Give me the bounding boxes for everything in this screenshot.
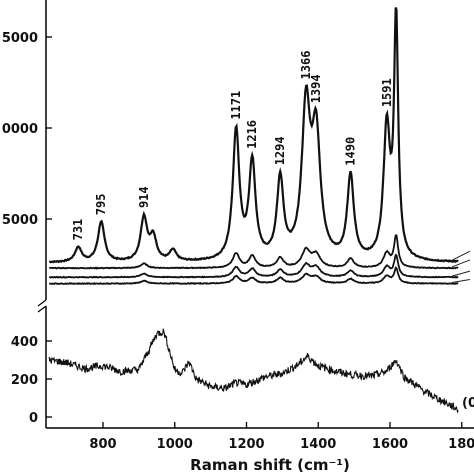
x-axis-title: Raman shift (cm⁻¹) [190, 456, 350, 474]
series-arrows [451, 250, 471, 284]
upper-spectrum-line [49, 7, 459, 264]
x-tick-label: 1200 [228, 437, 264, 452]
break-mark-top [37, 299, 47, 307]
x-tick-label: 180 [448, 437, 474, 452]
upper-y-ticks: 5000 0000 5000 [2, 31, 52, 228]
lower-y-ticks: 0 200 400 [11, 335, 52, 426]
peak-label: 1490 [344, 137, 358, 166]
lower-spectrum-line [48, 328, 459, 414]
series-arrow [451, 270, 471, 277]
peak-label: 1366 [299, 51, 313, 80]
x-tick-label: 1400 [300, 437, 336, 452]
x-tick-label: 1600 [372, 437, 408, 452]
upper-y-tick-label: 5000 [2, 31, 38, 46]
lower-y-tick-label: 0 [29, 411, 38, 426]
break-mark-bottom [37, 305, 47, 313]
series-arrow [451, 279, 471, 284]
x-tick-label: 800 [89, 437, 116, 452]
upper-spectrum-line [49, 234, 459, 270]
series-arrow [451, 250, 471, 261]
x-ticks: 800 1000 1200 1400 1600 180 [89, 422, 474, 452]
lower-series-label: (0 [462, 396, 474, 411]
upper-spectrum-line [48, 253, 459, 279]
peak-label: 1171 [229, 91, 243, 120]
series-arrow [451, 259, 471, 268]
lower-panel: 0 200 400 (0 [11, 306, 474, 429]
x-tick-label: 1000 [157, 437, 193, 452]
peak-label: 1394 [309, 74, 323, 103]
peak-labels: 7317959141171121612941366139414901591161… [71, 51, 394, 241]
lower-y-tick-label: 400 [11, 335, 38, 350]
peak-label: 914 [137, 186, 151, 208]
upper-spectrum-line [48, 266, 459, 286]
lower-series-group [48, 328, 459, 414]
peak-label: 1591 [380, 78, 394, 107]
lower-y-tick-label: 200 [11, 373, 38, 388]
peak-label: 731 [71, 219, 85, 241]
peak-label: 1294 [273, 136, 287, 165]
peak-label: 795 [94, 194, 108, 216]
axis-break [37, 299, 47, 313]
peak-label: 1216 [245, 120, 259, 149]
upper-y-tick-label: 0000 [2, 122, 38, 137]
upper-series-group [48, 7, 459, 286]
upper-y-tick-label: 5000 [2, 213, 38, 228]
